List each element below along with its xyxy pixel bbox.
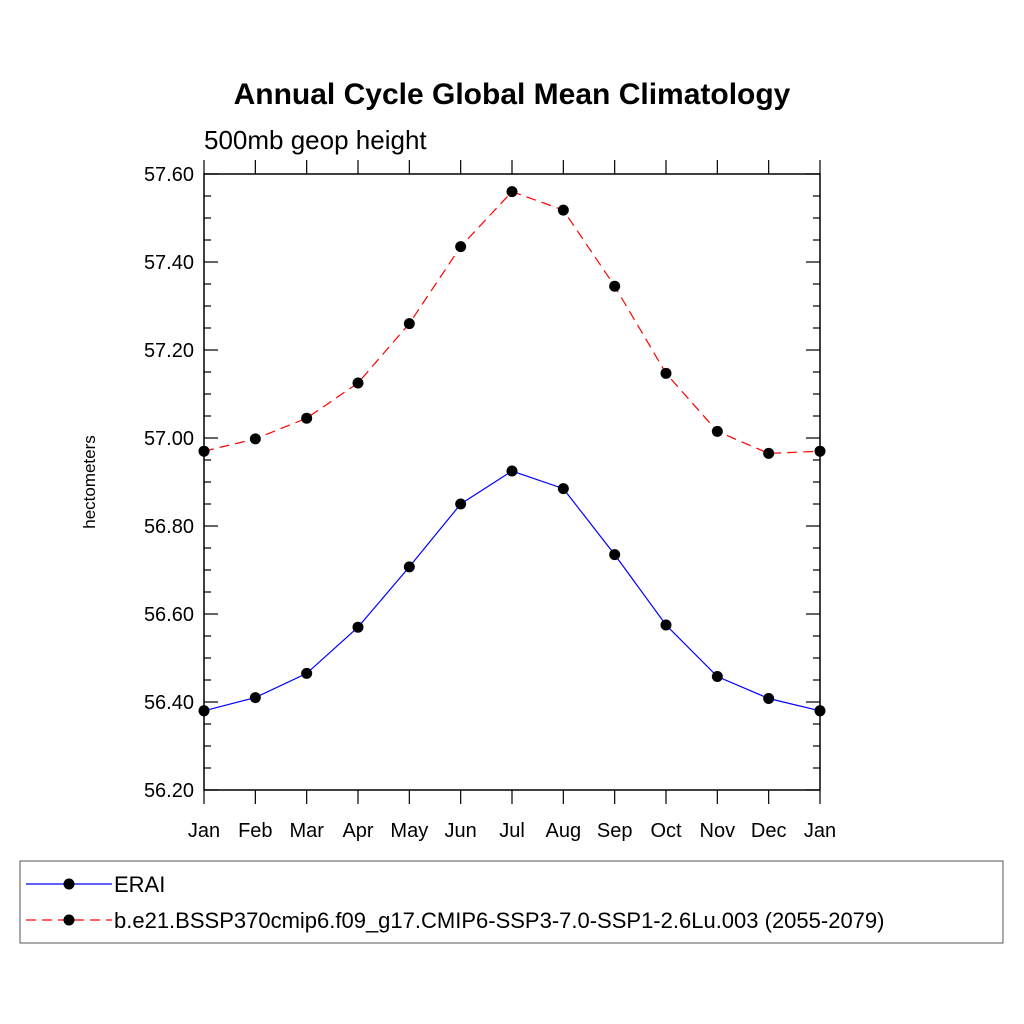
series-point-0 xyxy=(711,670,723,682)
series-point-0 xyxy=(352,621,364,633)
series-point-1 xyxy=(198,445,210,457)
legend-marker-0 xyxy=(63,878,75,890)
series-point-1 xyxy=(403,318,415,330)
legend-label-0: ERAI xyxy=(114,872,165,897)
x-tick-label: Feb xyxy=(238,820,272,842)
series-point-0 xyxy=(301,667,313,679)
y-tick-label: 56.80 xyxy=(144,516,194,538)
series-point-1 xyxy=(352,377,364,389)
x-tick-label: Apr xyxy=(342,820,373,842)
series-point-1 xyxy=(609,280,621,292)
series-point-1 xyxy=(455,241,467,253)
series-point-1 xyxy=(301,412,313,424)
x-tick-label: Jan xyxy=(188,820,220,842)
x-tick-label: Jun xyxy=(445,820,477,842)
series-point-1 xyxy=(711,425,723,437)
series-point-1 xyxy=(557,204,569,216)
legend-marker-1 xyxy=(63,914,75,926)
x-tick-label: May xyxy=(390,820,428,842)
x-tick-label: Oct xyxy=(650,820,682,842)
x-tick-label: Jan xyxy=(804,820,836,842)
x-tick-label: Mar xyxy=(289,820,324,842)
series-point-1 xyxy=(763,447,775,459)
series-line-0 xyxy=(203,470,821,712)
x-tick-label: Sep xyxy=(597,820,633,842)
y-tick-label: 57.60 xyxy=(144,164,194,186)
y-tick-label: 57.00 xyxy=(144,428,194,450)
y-tick-label: 56.40 xyxy=(144,692,194,714)
series-point-0 xyxy=(763,692,775,704)
series-point-1 xyxy=(506,186,518,198)
series-point-1 xyxy=(660,367,672,379)
series-line-1 xyxy=(203,190,821,455)
series-point-0 xyxy=(198,705,210,717)
series-point-1 xyxy=(814,445,826,457)
y-tick-label: 56.60 xyxy=(144,604,194,626)
x-tick-label: Dec xyxy=(751,820,787,842)
y-tick-label: 57.20 xyxy=(144,340,194,362)
legend-box xyxy=(19,860,1004,944)
x-tick-label: Nov xyxy=(700,820,736,842)
chart-title: Annual Cycle Global Mean Climatology xyxy=(234,78,791,111)
series-point-0 xyxy=(506,465,518,477)
chart-subtitle: 500mb geop height xyxy=(204,125,427,155)
y-axis-label: hectometers xyxy=(80,435,99,529)
x-tick-label: Jul xyxy=(499,820,525,842)
y-tick-label: 57.40 xyxy=(144,252,194,274)
series-point-0 xyxy=(660,619,672,631)
x-tick-label: Aug xyxy=(546,820,582,842)
series-point-0 xyxy=(403,561,415,573)
legend: ERAI b.e21.BSSP370cmip6.f09_g17.CMIP6-SSP… xyxy=(19,860,1004,944)
series-point-0 xyxy=(814,705,826,717)
legend-label-1: b.e21.BSSP370cmip6.f09_g17.CMIP6-SSP3-7.… xyxy=(114,908,884,933)
series-point-1 xyxy=(249,433,261,445)
series-point-0 xyxy=(249,692,261,704)
plot-area: 56.20 56.40 56.60 56.80 57.00 57.20 57.40 57.60… xyxy=(144,160,836,842)
series-point-0 xyxy=(455,498,467,510)
y-tick-label: 56.20 xyxy=(144,780,194,802)
series-point-0 xyxy=(557,483,569,495)
plot-frame xyxy=(203,173,821,791)
series-point-0 xyxy=(609,549,621,561)
